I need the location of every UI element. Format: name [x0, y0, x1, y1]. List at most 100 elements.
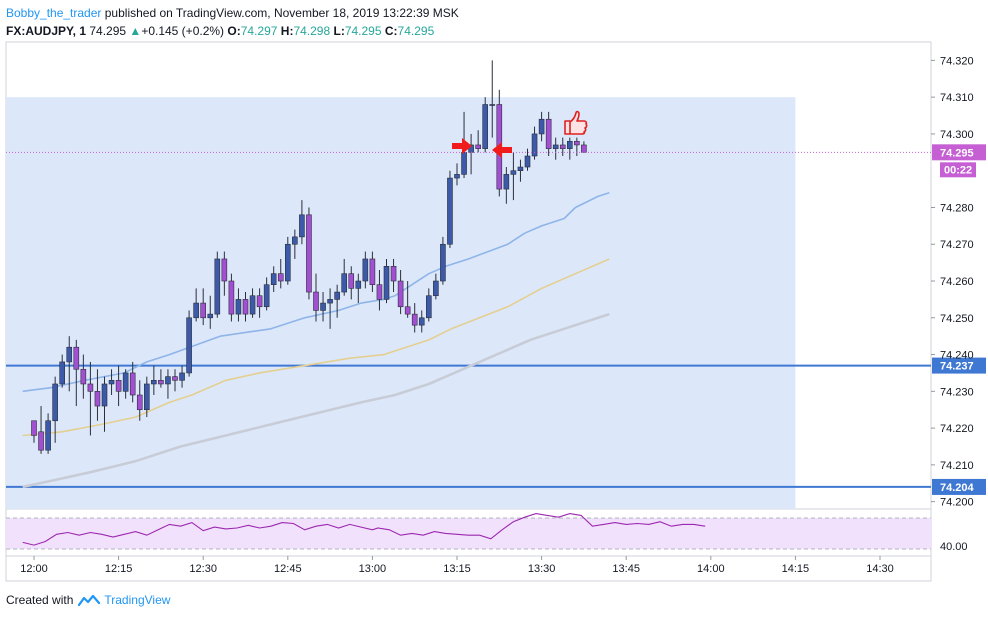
candle-body	[73, 346, 80, 370]
candle	[517, 159, 524, 182]
candle	[228, 273, 235, 322]
x-axis[interactable]: 12:00 12:15 12:30 12:45 13:00 13:15 13:30 13:45…	[20, 556, 894, 575]
candle	[531, 126, 538, 160]
current-price-layer: 74.295 00:22	[6, 144, 986, 178]
candle	[454, 163, 460, 186]
y-tick-label: 74.260	[940, 276, 974, 288]
candle-body	[327, 299, 333, 304]
candle	[108, 369, 115, 396]
candle-body	[418, 317, 425, 326]
candle-body	[581, 144, 587, 153]
candle	[179, 365, 185, 388]
candle-body	[341, 273, 348, 293]
candle-body	[482, 104, 489, 149]
arrow-right-icon[interactable]	[452, 138, 472, 154]
tradingview-logo-icon[interactable]	[78, 594, 101, 606]
candle	[510, 152, 517, 201]
rsi-band	[6, 518, 931, 549]
candle-body	[129, 372, 136, 396]
x-tick-label: 12:30	[189, 563, 217, 575]
candle-body	[136, 394, 143, 411]
arrow-left-icon[interactable]	[492, 142, 512, 158]
candle	[66, 336, 73, 392]
candle-body	[221, 258, 228, 282]
candle-body	[277, 273, 284, 282]
candle	[214, 251, 221, 318]
open-value: 74.297	[240, 24, 278, 38]
candle-body	[566, 140, 573, 149]
x-tick-label: 14:30	[866, 563, 894, 575]
candle-body	[108, 379, 115, 385]
candle-body	[313, 291, 319, 311]
low-label: L:	[333, 24, 345, 38]
ma-slow-line	[22, 312, 610, 489]
candle	[129, 361, 136, 403]
candle-body	[122, 372, 129, 392]
candle-body	[101, 383, 108, 407]
candle	[249, 288, 256, 318]
chart-header: Bobby_the_trader published on TradingVie…	[6, 5, 459, 39]
candle-body	[270, 273, 277, 285]
annotations-layer[interactable]	[452, 110, 588, 158]
candle-body	[334, 291, 340, 300]
y-tick-label: 74.240	[940, 350, 974, 362]
candle	[151, 365, 157, 396]
candle	[369, 251, 376, 293]
candle	[270, 266, 277, 293]
candle-body	[306, 214, 312, 293]
candle	[376, 269, 383, 311]
level-price-label: 74.237	[940, 361, 974, 373]
candle	[489, 60, 496, 138]
tradingview-brand[interactable]: TradingView	[104, 593, 171, 607]
ma-mid-line	[22, 258, 610, 437]
x-tick-label: 12:15	[105, 563, 133, 575]
y-tick-label: 74.200	[940, 497, 974, 509]
publish-line: Bobby_the_trader published on TradingVie…	[6, 5, 459, 21]
candle-body	[200, 302, 206, 319]
candle	[313, 273, 319, 322]
candle-body	[348, 273, 355, 289]
candle	[144, 376, 150, 418]
ohlc-line: FX:AUDJPY, 1 74.295 ▲+0.145 (+0.2%) O:74…	[6, 23, 459, 39]
y-axis[interactable]: 74.320 74.310 74.300 74.280 74.270 74.260 74.2…	[931, 55, 974, 509]
candle	[306, 207, 312, 300]
candle	[362, 251, 369, 289]
thumbs-up-icon[interactable]	[564, 110, 588, 135]
candle	[552, 137, 559, 160]
candle	[94, 369, 101, 421]
author-link[interactable]: Bobby_the_trader	[6, 6, 102, 20]
y-tick-label: 74.280	[940, 202, 974, 214]
x-tick-label: 13:45	[612, 563, 640, 575]
candle	[59, 354, 66, 388]
candle	[411, 303, 418, 333]
candle-body	[242, 299, 249, 315]
candle	[566, 137, 573, 160]
candle	[45, 413, 51, 454]
candle-body	[390, 266, 397, 282]
candle-body	[517, 166, 524, 172]
candle-body	[45, 420, 51, 451]
candle	[172, 369, 178, 392]
candle	[581, 141, 587, 153]
ma-fast-line	[22, 192, 610, 393]
candle-body	[545, 118, 552, 149]
candle-body	[256, 295, 263, 308]
candle	[207, 295, 214, 329]
candle	[355, 273, 362, 304]
candle	[327, 288, 333, 329]
published-text: published on TradingView.com, November 1…	[104, 6, 459, 20]
open-label: O:	[227, 24, 241, 38]
y-tick-label: 74.270	[940, 239, 974, 251]
x-tick-label: 13:15	[443, 563, 471, 575]
candle-body	[179, 372, 185, 381]
candle-body	[144, 383, 150, 411]
candle	[383, 258, 390, 304]
candle-body	[447, 177, 453, 245]
current-price-tag	[932, 144, 986, 161]
candle	[341, 258, 348, 296]
candle-body	[228, 280, 235, 315]
candle-body	[369, 258, 376, 285]
candle	[31, 420, 37, 443]
candle	[52, 376, 58, 443]
